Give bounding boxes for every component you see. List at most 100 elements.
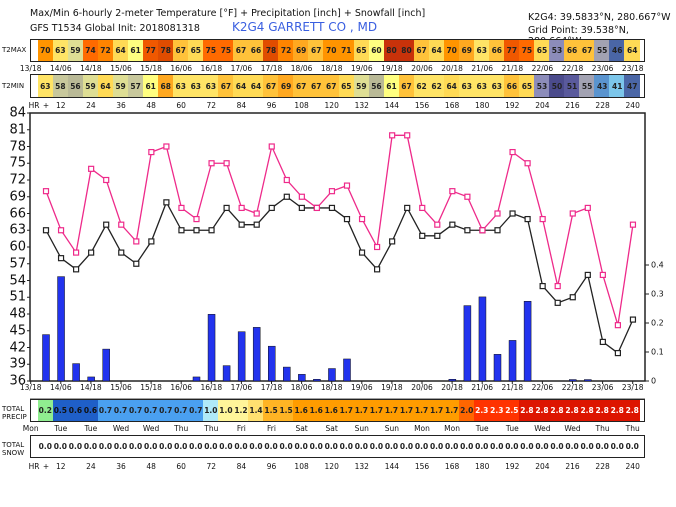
- t2max-cell: 66: [248, 40, 264, 61]
- snow-strip: 0.0 0.0 0.0 0.0 0.0 0.0 0.0 0.0 0.0 0.0 0.0 0.0 0.0 0…: [30, 435, 645, 458]
- t2max-cell: 75: [218, 40, 234, 61]
- snow-cell: 0.0: [505, 442, 519, 451]
- day-label: Sat: [325, 424, 338, 433]
- snow-cell: 0.0: [309, 442, 323, 451]
- t2max-cell: 80: [383, 40, 400, 61]
- max-temp-point: [629, 221, 637, 228]
- max-temp-point: [554, 282, 561, 290]
- precip-cell: 0.7: [157, 400, 174, 421]
- station-name: K2G4 GARRETT CO , MD: [232, 20, 378, 34]
- precip-bar: [569, 379, 577, 382]
- precip-cell: 2.8: [534, 400, 550, 421]
- snow-label: TOTAL SNOW: [2, 441, 25, 457]
- day-label: Sat: [295, 424, 308, 433]
- min-temp-point: [419, 232, 426, 239]
- date-label: 15/06: [110, 64, 132, 73]
- precip-cell: 2.8: [549, 400, 565, 421]
- hour-label: +: [42, 101, 50, 110]
- min-temp-point: [42, 227, 50, 234]
- t2max-cell: 75: [519, 40, 535, 61]
- hour-label: 216: [565, 101, 580, 110]
- t2max-cell: 67: [579, 40, 595, 61]
- t2max-cell: 67: [413, 40, 430, 61]
- t2max-cell: 46: [609, 40, 626, 61]
- t2min-strip: 63 58 56 59 64 59 57 61 68 63 63 63 67 64 64 67 69 67 67 67…: [30, 74, 645, 98]
- precip-cell: 1.2: [233, 400, 249, 421]
- max-temp-point: [103, 176, 110, 184]
- t2min-cell: 63: [172, 75, 189, 97]
- snow-cell: 0.0: [399, 442, 414, 451]
- hour-label: 48: [146, 462, 156, 471]
- max-temp-point: [163, 143, 170, 150]
- min-temp-point: [464, 227, 471, 234]
- t2min-cell: 68: [157, 75, 174, 97]
- t2min-cell: 59: [82, 75, 99, 97]
- precip-bar: [283, 366, 291, 382]
- min-temp-point: [328, 204, 336, 212]
- snow-cell: 0.0: [189, 442, 203, 451]
- min-temp-point: [163, 199, 170, 206]
- hour-label: 132: [354, 101, 369, 110]
- t2max-cell: 72: [97, 40, 114, 61]
- y-tick-label: 60: [9, 239, 26, 255]
- max-temp-point: [404, 132, 411, 139]
- max-temp-point: [88, 165, 95, 172]
- snow-cell: 0.0: [294, 442, 308, 451]
- date-label: 13/18: [19, 383, 42, 392]
- precip-cell: 2.8: [609, 400, 626, 421]
- hour-label: 12: [56, 462, 66, 471]
- hour-label: 36: [116, 101, 126, 110]
- hour-label: 240: [625, 101, 640, 110]
- precip-cell: 2.8: [564, 400, 580, 421]
- snow-cell: 0.0: [354, 442, 369, 451]
- t2max-cell: 77: [142, 40, 159, 61]
- y-tick-label: 69: [9, 189, 26, 205]
- snow-cell: 0.0: [324, 442, 338, 451]
- precip-cell: 1.5: [263, 400, 279, 421]
- hour-label: 228: [595, 462, 610, 471]
- date-label: 22/18: [561, 64, 584, 73]
- snow-cell: 0.0: [234, 442, 248, 451]
- date-label: 23/18: [621, 383, 644, 392]
- precip-cell: 2.3: [489, 400, 505, 421]
- snow-cell: 0.0: [520, 442, 534, 451]
- day-label: Mon: [414, 424, 430, 433]
- hour-label: 180: [475, 101, 490, 110]
- hour-label: +: [42, 462, 50, 471]
- date-label: 20/18: [441, 64, 463, 73]
- precip-cell: 2.5: [504, 400, 520, 421]
- t2min-cell: 62: [413, 75, 430, 97]
- precip-cell: 0.7: [127, 400, 144, 421]
- day-label: Sun: [384, 424, 400, 433]
- date-label: 21/18: [501, 64, 524, 73]
- min-temp-point: [193, 227, 200, 234]
- hour-label: 132: [354, 462, 369, 471]
- min-temp-point: [584, 271, 591, 279]
- t2min-cell: 56: [67, 75, 84, 97]
- hour-label: 144: [384, 101, 400, 110]
- snow-cell: 0.0: [83, 442, 98, 451]
- min-temp-point: [358, 249, 366, 256]
- plot-frame: [29, 112, 646, 382]
- max-temp-point: [464, 193, 471, 200]
- max-temp-point: [57, 227, 65, 234]
- min-temp-point: [238, 221, 245, 228]
- precip-bar: [237, 331, 246, 382]
- max-temp-point: [479, 227, 486, 234]
- date-label: 23/06: [591, 64, 614, 73]
- t2max-cell: 70: [37, 40, 54, 61]
- t2max-cell: 59: [67, 40, 84, 61]
- precip-cell: 1.6: [323, 400, 340, 421]
- min-temp-point: [569, 294, 576, 301]
- date-label: 19/06: [350, 64, 373, 73]
- hour-label: 96: [266, 462, 277, 471]
- snow-cell: 0.0: [550, 442, 564, 451]
- t2max-cell: 61: [127, 40, 144, 61]
- min-temp-point: [178, 227, 185, 234]
- t2max-cell: 63: [473, 40, 490, 61]
- date-label: 23/18: [621, 64, 644, 73]
- precip-cell: 2.8: [519, 400, 535, 421]
- snow-cell: 0.0: [128, 442, 143, 451]
- min-temp-point: [629, 316, 637, 323]
- t2min-cell: 50: [549, 75, 565, 97]
